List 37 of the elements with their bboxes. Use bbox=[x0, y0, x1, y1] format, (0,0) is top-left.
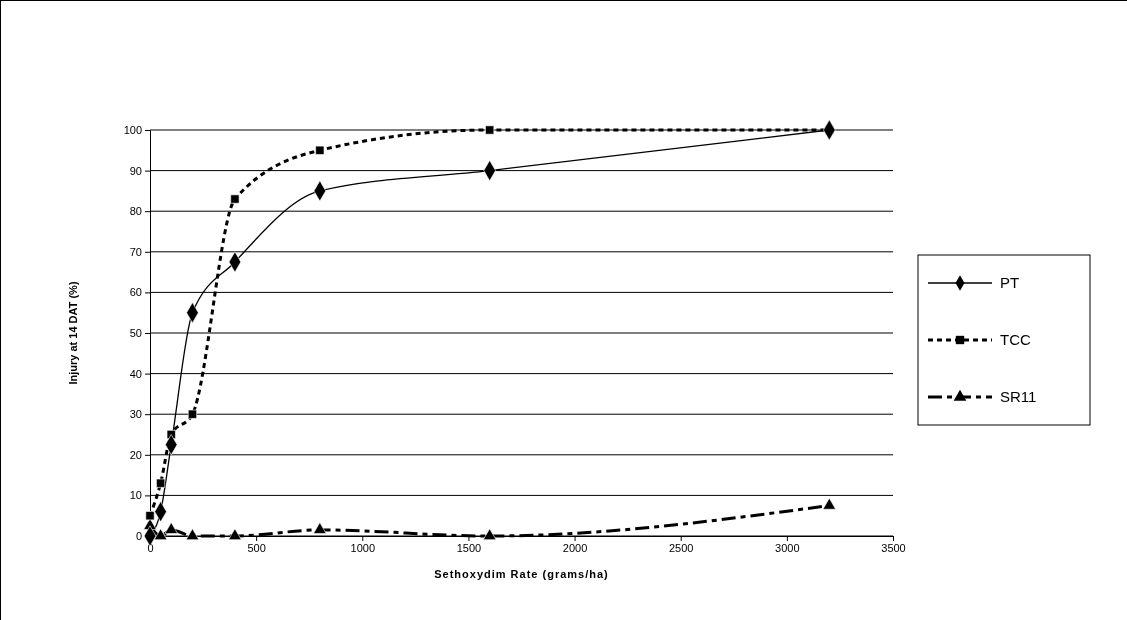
point bbox=[228, 528, 242, 540]
x-tick-label: 1000 bbox=[350, 541, 376, 554]
point bbox=[145, 511, 155, 521]
y-tick-label: 40 bbox=[129, 367, 142, 380]
y-tick-label: 30 bbox=[129, 408, 142, 421]
point bbox=[313, 522, 327, 534]
x-tick-label: 500 bbox=[247, 541, 266, 554]
legend-label: PT bbox=[1000, 274, 1020, 292]
point bbox=[822, 497, 836, 510]
y-tick-label: 90 bbox=[129, 164, 142, 177]
x-axis-title: Sethoxydim Rate (grams/ha) bbox=[434, 568, 609, 580]
y-tick-label: 70 bbox=[129, 245, 142, 258]
y-tick-label: 60 bbox=[129, 286, 142, 299]
point bbox=[164, 522, 178, 534]
point bbox=[485, 125, 495, 135]
point bbox=[156, 478, 166, 488]
y-tick-label: 80 bbox=[129, 205, 142, 218]
x-tick-label: 2000 bbox=[562, 541, 588, 554]
x-tick-label: 1500 bbox=[456, 541, 482, 554]
y-tick-label: 10 bbox=[129, 489, 142, 502]
x-tick-label: 3000 bbox=[775, 541, 800, 554]
y-tick-label: 100 bbox=[123, 124, 142, 137]
x-tick-label: 2500 bbox=[668, 541, 694, 554]
x-tick-label: 0 bbox=[147, 541, 154, 554]
y-tick-label: 50 bbox=[129, 327, 142, 340]
y-tick-label: 20 bbox=[129, 448, 142, 461]
y-tick-label: 0 bbox=[135, 530, 142, 543]
point bbox=[187, 409, 197, 419]
legend-label: SR11 bbox=[1000, 388, 1037, 406]
point bbox=[230, 194, 240, 204]
point bbox=[315, 145, 325, 155]
point bbox=[483, 528, 497, 540]
point bbox=[185, 528, 200, 540]
legend-label: TCC bbox=[1000, 331, 1031, 349]
point bbox=[153, 528, 168, 540]
y-axis-title: Injury at 14 DAT (%) bbox=[67, 281, 79, 385]
x-tick-label: 3500 bbox=[881, 541, 906, 554]
